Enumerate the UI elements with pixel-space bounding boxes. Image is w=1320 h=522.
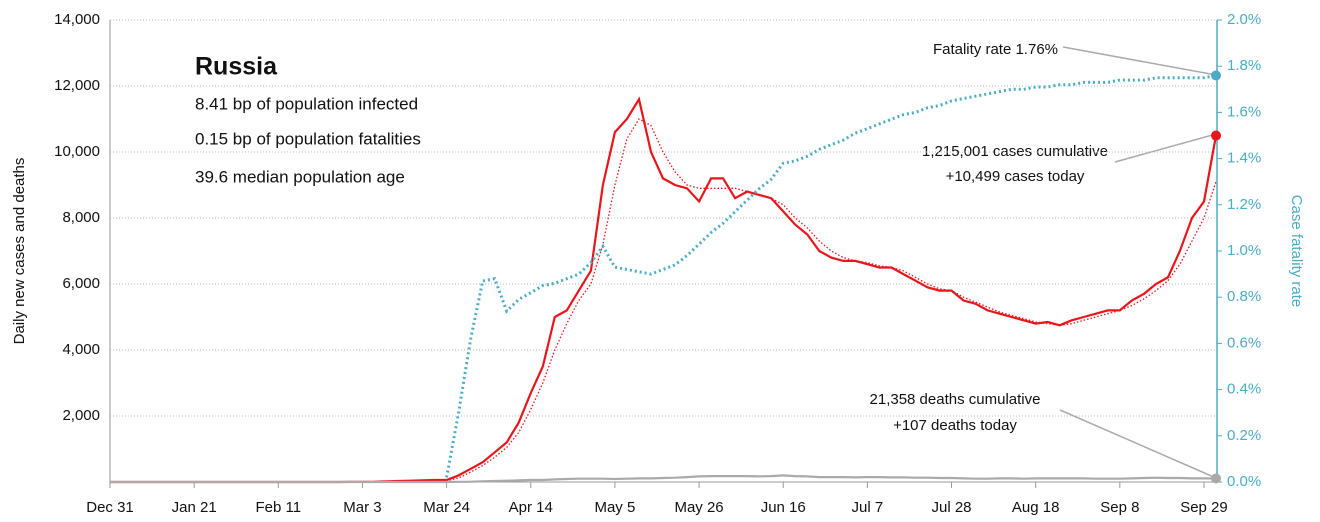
- y2-tick-label: 1.6%: [1227, 103, 1261, 120]
- y-tick-label: 4,000: [62, 341, 100, 358]
- annotation: 21,358 deaths cumulative: [870, 391, 1041, 408]
- y2-tick-label: 1.8%: [1227, 57, 1261, 74]
- end-marker: [1211, 473, 1221, 484]
- end-marker: [1211, 130, 1221, 141]
- x-tick-label: Sep 8: [1100, 499, 1139, 516]
- y2-tick-label: 1.0%: [1227, 242, 1261, 259]
- y2-tick-label: 0.2%: [1227, 427, 1261, 444]
- annotation: Fatality rate 1.76%: [933, 41, 1058, 58]
- x-tick-label: Mar 24: [423, 499, 470, 516]
- y-axis-label: Daily new cases and deaths: [11, 158, 28, 345]
- x-tick-label: Jul 7: [852, 499, 884, 516]
- y2-axis-label: Case fatality rate: [1288, 195, 1305, 308]
- info-line: 8.41 bp of population infected: [195, 94, 418, 113]
- annotation: 1,215,001 cases cumulative: [922, 143, 1108, 160]
- leader-line: [1059, 409, 1217, 479]
- leader-line: [1114, 133, 1217, 163]
- y2-tick-label: 0.0%: [1227, 473, 1261, 490]
- y-tick-label: 10,000: [54, 143, 100, 160]
- info-line: 0.15 bp of population fatalities: [195, 129, 421, 148]
- x-tick-label: Apr 14: [509, 499, 553, 516]
- end-marker: [1211, 70, 1221, 81]
- x-tick-label: Aug 18: [1012, 499, 1060, 516]
- info-line: 39.6 median population age: [195, 167, 405, 186]
- y2-tick-label: 0.8%: [1227, 288, 1261, 305]
- y2-tick-label: 0.6%: [1227, 334, 1261, 351]
- x-tick-label: Feb 11: [256, 499, 302, 516]
- x-tick-label: Jul 28: [932, 499, 972, 516]
- series-line: [445, 73, 1217, 478]
- x-tick-label: Mar 3: [343, 499, 381, 516]
- country-title: Russia: [195, 53, 278, 81]
- y-tick-label: 12,000: [54, 77, 100, 94]
- x-tick-label: Dec 31: [86, 499, 134, 516]
- x-tick-label: May 5: [594, 499, 635, 516]
- series-line: [110, 474, 1217, 484]
- x-tick-label: May 26: [674, 499, 723, 516]
- y-tick-label: 2,000: [62, 407, 100, 424]
- y2-tick-label: 1.2%: [1227, 196, 1261, 213]
- annotation: +10,499 cases today: [946, 168, 1085, 185]
- y2-tick-label: 0.4%: [1227, 381, 1261, 398]
- y-tick-label: 14,000: [54, 11, 100, 28]
- leader-line: [1062, 46, 1217, 76]
- x-tick-label: Jun 16: [761, 499, 806, 516]
- y2-tick-label: 2.0%: [1227, 11, 1261, 28]
- x-tick-label: Sep 29: [1180, 499, 1228, 516]
- annotation: +107 deaths today: [893, 417, 1017, 434]
- y-tick-label: 8,000: [62, 209, 100, 226]
- y-tick-label: 6,000: [62, 275, 100, 292]
- x-tick-label: Jan 21: [172, 499, 217, 516]
- y2-tick-label: 1.4%: [1227, 150, 1261, 167]
